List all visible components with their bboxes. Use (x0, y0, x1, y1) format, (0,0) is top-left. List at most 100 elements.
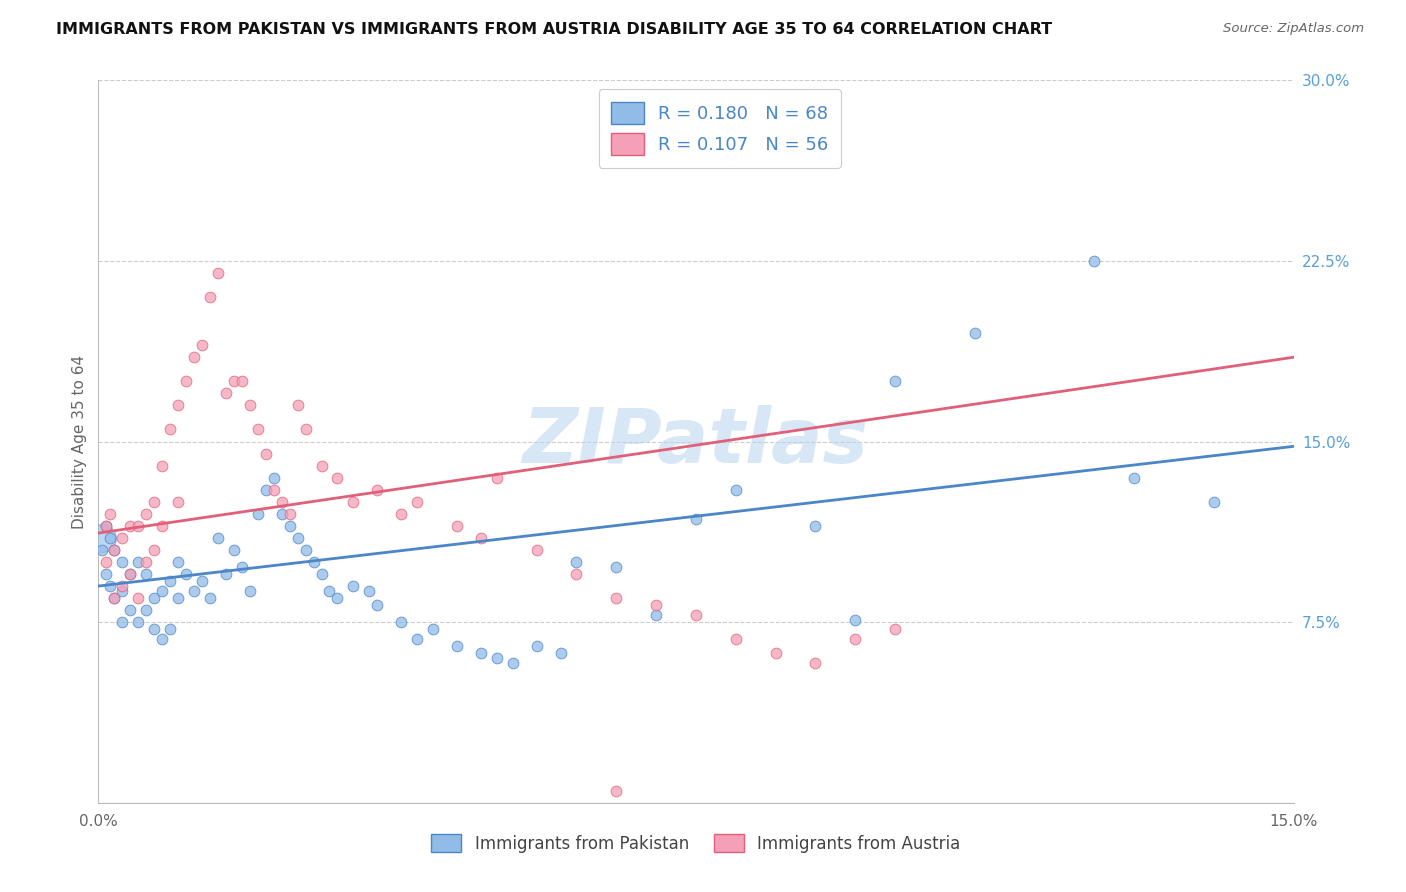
Point (98, 531, 122, 545)
Point (143, 542, 166, 557)
Point (685, 607, 707, 622)
Point (270, 507, 292, 521)
Point (359, 583, 381, 598)
Point (215, 567, 238, 582)
Point (270, 494, 292, 508)
Point (724, 483, 747, 497)
Point (191, 574, 214, 589)
Legend: Immigrants from Pakistan, Immigrants from Austria: Immigrants from Pakistan, Immigrants fro… (425, 828, 967, 860)
Point (804, 656, 827, 670)
Point (120, 567, 142, 582)
Point (605, 784, 627, 798)
Point (446, 639, 468, 653)
Point (422, 623, 444, 637)
Point (389, 507, 412, 521)
Text: Source: ZipAtlas.com: Source: ZipAtlas.com (1223, 22, 1364, 36)
Point (294, 422, 316, 436)
Point (150, 632, 173, 646)
Point (215, 386, 238, 401)
Point (239, 398, 262, 412)
Point (278, 507, 301, 521)
Point (183, 583, 205, 598)
Point (963, 326, 986, 340)
Point (96, 518, 118, 533)
Point (311, 458, 333, 473)
Point (485, 651, 508, 665)
Point (239, 583, 262, 598)
Point (103, 542, 125, 557)
Point (96, 567, 118, 582)
Point (231, 559, 253, 574)
Point (135, 555, 157, 569)
Point (645, 599, 668, 613)
Point (111, 615, 134, 630)
Point (207, 531, 229, 545)
Point (143, 623, 166, 637)
Point (565, 567, 588, 582)
Point (91, 531, 114, 545)
Point (183, 350, 205, 364)
Y-axis label: Disability Age 35 to 64: Disability Age 35 to 64 (72, 354, 87, 529)
Point (605, 591, 627, 605)
Point (120, 603, 142, 617)
Point (278, 518, 301, 533)
Point (526, 639, 548, 653)
Point (287, 398, 309, 412)
Point (502, 656, 524, 670)
Point (254, 483, 277, 497)
Point (342, 579, 364, 593)
Point (127, 591, 149, 605)
Point (366, 483, 388, 497)
Point (120, 567, 142, 582)
Point (844, 632, 866, 646)
Text: ZIPatlas: ZIPatlas (523, 405, 869, 478)
Point (605, 559, 627, 574)
Point (645, 607, 668, 622)
Point (143, 494, 166, 508)
Point (342, 494, 364, 508)
Point (294, 542, 316, 557)
Point (167, 555, 190, 569)
Point (231, 374, 253, 388)
Point (318, 583, 340, 598)
Point (191, 338, 214, 352)
Point (884, 623, 907, 637)
Point (150, 458, 173, 473)
Point (111, 531, 134, 545)
Point (446, 518, 468, 533)
Point (143, 591, 166, 605)
Point (103, 591, 125, 605)
Point (207, 266, 229, 280)
Point (550, 647, 572, 661)
Point (198, 591, 221, 605)
Point (685, 511, 707, 525)
Point (198, 290, 221, 304)
Point (127, 555, 149, 569)
Point (222, 374, 245, 388)
Point (311, 567, 333, 582)
Point (96, 518, 118, 533)
Point (91, 542, 114, 557)
Point (366, 599, 388, 613)
Point (724, 632, 747, 646)
Point (96, 555, 118, 569)
Point (111, 555, 134, 569)
Point (470, 531, 492, 545)
Point (159, 422, 181, 436)
Point (804, 518, 827, 533)
Point (302, 555, 325, 569)
Point (470, 647, 492, 661)
Point (167, 591, 190, 605)
Text: IMMIGRANTS FROM PAKISTAN VS IMMIGRANTS FROM AUSTRIA DISABILITY AGE 35 TO 64 CORR: IMMIGRANTS FROM PAKISTAN VS IMMIGRANTS F… (56, 22, 1052, 37)
Point (103, 591, 125, 605)
Point (526, 542, 548, 557)
Point (326, 470, 349, 484)
Point (103, 542, 125, 557)
Point (246, 422, 269, 436)
Point (765, 647, 787, 661)
Point (135, 603, 157, 617)
Point (844, 613, 866, 627)
Point (326, 591, 349, 605)
Point (111, 579, 134, 593)
Point (98, 579, 122, 593)
